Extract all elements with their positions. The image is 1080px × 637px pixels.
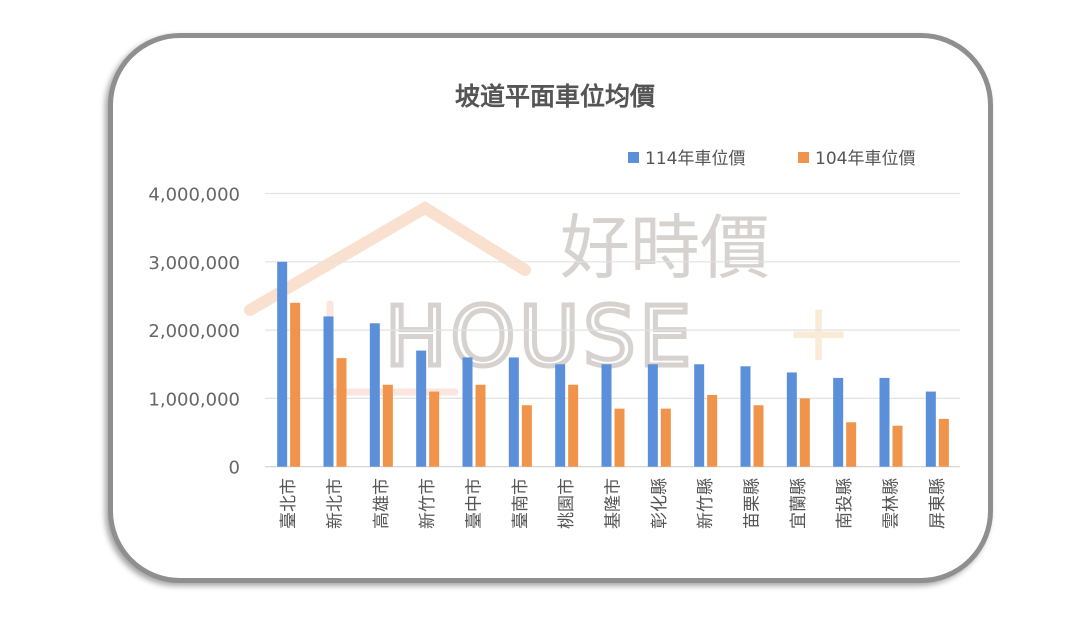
watermark-chinese: 好時價	[560, 207, 770, 289]
bar-104	[382, 384, 393, 467]
bar-114	[462, 357, 473, 467]
bar-114	[601, 364, 612, 467]
bar-114	[647, 364, 658, 467]
bar-104	[660, 408, 671, 467]
bar-104	[753, 405, 764, 467]
x-tick-label: 臺北市	[279, 478, 299, 529]
x-tick-label: 臺南市	[511, 478, 531, 529]
y-tick-label: 0	[229, 458, 240, 479]
bar-104	[475, 384, 486, 467]
bar-104	[892, 425, 903, 467]
x-tick-label: 新北市	[326, 478, 346, 529]
bar-104	[429, 391, 440, 467]
legend-swatch	[798, 152, 809, 163]
bar-104	[846, 422, 857, 467]
bar-114	[694, 364, 705, 467]
bar-104	[707, 394, 718, 467]
watermark-plus: +	[785, 286, 852, 379]
x-tick-label: 彰化縣	[650, 478, 670, 529]
x-tick-label: 屏東縣	[928, 478, 948, 529]
x-tick-label: 南投縣	[835, 478, 855, 529]
bar-104	[336, 358, 347, 467]
y-tick-label: 4,000,000	[148, 185, 240, 206]
bar-114	[416, 350, 427, 467]
bar-114	[740, 366, 751, 467]
bar-114	[925, 391, 936, 467]
watermark-logo: 好時價 HOUSE +	[244, 200, 852, 396]
bar-114	[786, 372, 797, 467]
x-tick-label: 宜蘭縣	[789, 478, 809, 529]
legend-label: 104年車位價	[815, 149, 915, 169]
y-tick-label: 1,000,000	[148, 389, 240, 410]
bar-104	[938, 418, 949, 467]
bar-114	[879, 377, 890, 467]
bar-114	[277, 261, 288, 467]
bar-104	[521, 405, 532, 467]
watermark-latin: HOUSE	[385, 290, 695, 385]
bar-114	[323, 316, 334, 467]
legend-swatch	[628, 152, 639, 163]
legend-label: 114年車位價	[645, 149, 745, 169]
bar-114	[833, 377, 844, 467]
x-tick-label: 臺中市	[465, 478, 485, 529]
x-tick-label: 苗栗縣	[743, 478, 763, 529]
bar-114	[555, 364, 566, 467]
x-tick-label: 新竹縣	[696, 478, 716, 529]
y-tick-label: 3,000,000	[148, 253, 240, 274]
x-tick-label: 雲林縣	[882, 478, 902, 529]
bar-104	[568, 384, 579, 467]
chart-title: 坡道平面車位均價	[455, 82, 656, 111]
x-tick-label: 高雄市	[372, 478, 392, 529]
bar-104	[799, 398, 810, 467]
bar-104	[290, 302, 301, 467]
x-tick-label: 基隆市	[604, 478, 624, 529]
bar-104	[614, 408, 625, 467]
bar-114	[369, 323, 380, 467]
y-tick-label: 2,000,000	[148, 321, 240, 342]
bar-114	[508, 357, 519, 467]
x-tick-label: 桃園市	[557, 478, 577, 529]
x-tick-label: 新竹市	[418, 478, 438, 529]
